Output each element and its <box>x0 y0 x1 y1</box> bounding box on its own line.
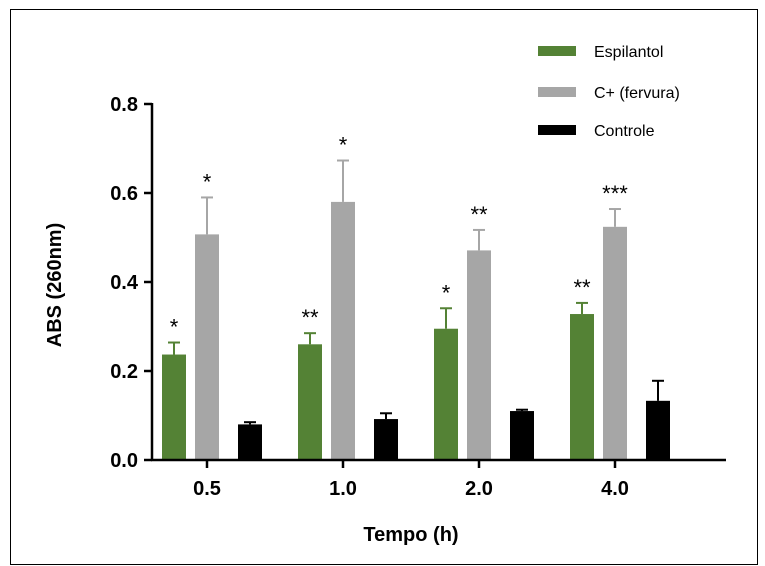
bar-chart: ************* 0.00.20.40.60.80.5 1.0 2.0 4.… <box>44 44 726 546</box>
x-tick-label: 1.0 <box>329 478 357 500</box>
bar <box>238 424 262 460</box>
significance-label: *** <box>602 181 628 206</box>
chart-frame: * * ** * * ** ** *** 0.0 0.2 0.4 0.6 0.8 0.5 1.0 2.0 4.… <box>10 9 758 565</box>
significance-label: * <box>170 315 179 340</box>
bar <box>510 411 534 460</box>
bar <box>570 314 594 460</box>
bar <box>298 344 322 460</box>
x-tick-label: 2.0 <box>465 478 493 500</box>
x-axis-title: Tempo (h) <box>363 524 458 546</box>
y-tick-label: 0.0 <box>110 450 138 472</box>
y-tick-label: 0.8 <box>110 94 138 116</box>
y-tick-label: 0.2 <box>110 361 138 383</box>
bar <box>195 234 219 460</box>
legend-swatch <box>538 87 576 97</box>
y-axis-title: ABS (260nm) <box>44 223 66 347</box>
legend-label: Controle <box>594 123 655 140</box>
legend-swatch <box>538 46 576 56</box>
bar <box>374 419 398 460</box>
y-tick-label: 0.4 <box>110 272 139 294</box>
bar <box>331 201 355 460</box>
bar <box>434 328 458 460</box>
legend: Espilantol C+ (fervura) Controle <box>538 44 680 140</box>
legend-label: C+ (fervura) <box>594 85 680 102</box>
bar <box>467 250 491 460</box>
significance-label: * <box>339 133 348 158</box>
bars-layer: ************* <box>162 133 670 460</box>
legend-label: Espilantol <box>594 44 663 61</box>
significance-label: ** <box>470 202 488 227</box>
y-tick-label: 0.6 <box>110 183 138 205</box>
x-tick-label: 0.5 <box>193 478 221 500</box>
bar <box>646 400 670 460</box>
bar <box>162 354 186 460</box>
x-tick-label: 4.0 <box>601 478 629 500</box>
significance-label: ** <box>573 275 591 300</box>
significance-label: * <box>442 280 451 305</box>
legend-swatch <box>538 125 576 135</box>
significance-label: * <box>203 169 212 194</box>
bar <box>603 226 627 460</box>
significance-label: ** <box>301 305 319 330</box>
ticks-layer: 0.0 0.2 0.4 0.6 0.8 0.5 1.0 2.0 4.0 <box>110 94 629 500</box>
